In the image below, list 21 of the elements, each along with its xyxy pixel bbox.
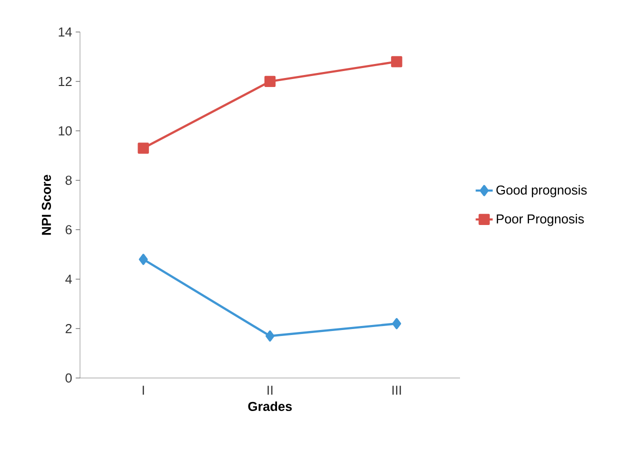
point — [266, 330, 274, 342]
y-tick-label: 0 — [66, 373, 72, 383]
y-tick-label: 8 — [66, 176, 72, 185]
x-axis-title: Grades — [248, 402, 292, 412]
point — [264, 76, 276, 88]
x-tick-label: III — [392, 386, 401, 395]
point — [138, 142, 149, 154]
y-tick-label: 2 — [66, 324, 72, 334]
legend-label: Poor Prognosis — [496, 214, 584, 226]
y-tick-label: 4 — [65, 274, 72, 284]
point — [391, 56, 402, 68]
y-tick-label: 10 — [58, 126, 72, 136]
x-tick-label: I — [142, 386, 144, 395]
y-tick-label: 6 — [66, 225, 72, 234]
y-tick-label: 14 — [58, 28, 72, 36]
point — [392, 318, 402, 330]
point — [138, 254, 148, 265]
y-axis-title: NPI Score — [42, 174, 51, 235]
x-tick-label: II — [268, 386, 272, 395]
y-tick-label: 12 — [58, 76, 72, 86]
legend-label: Good prognosis — [496, 185, 587, 198]
